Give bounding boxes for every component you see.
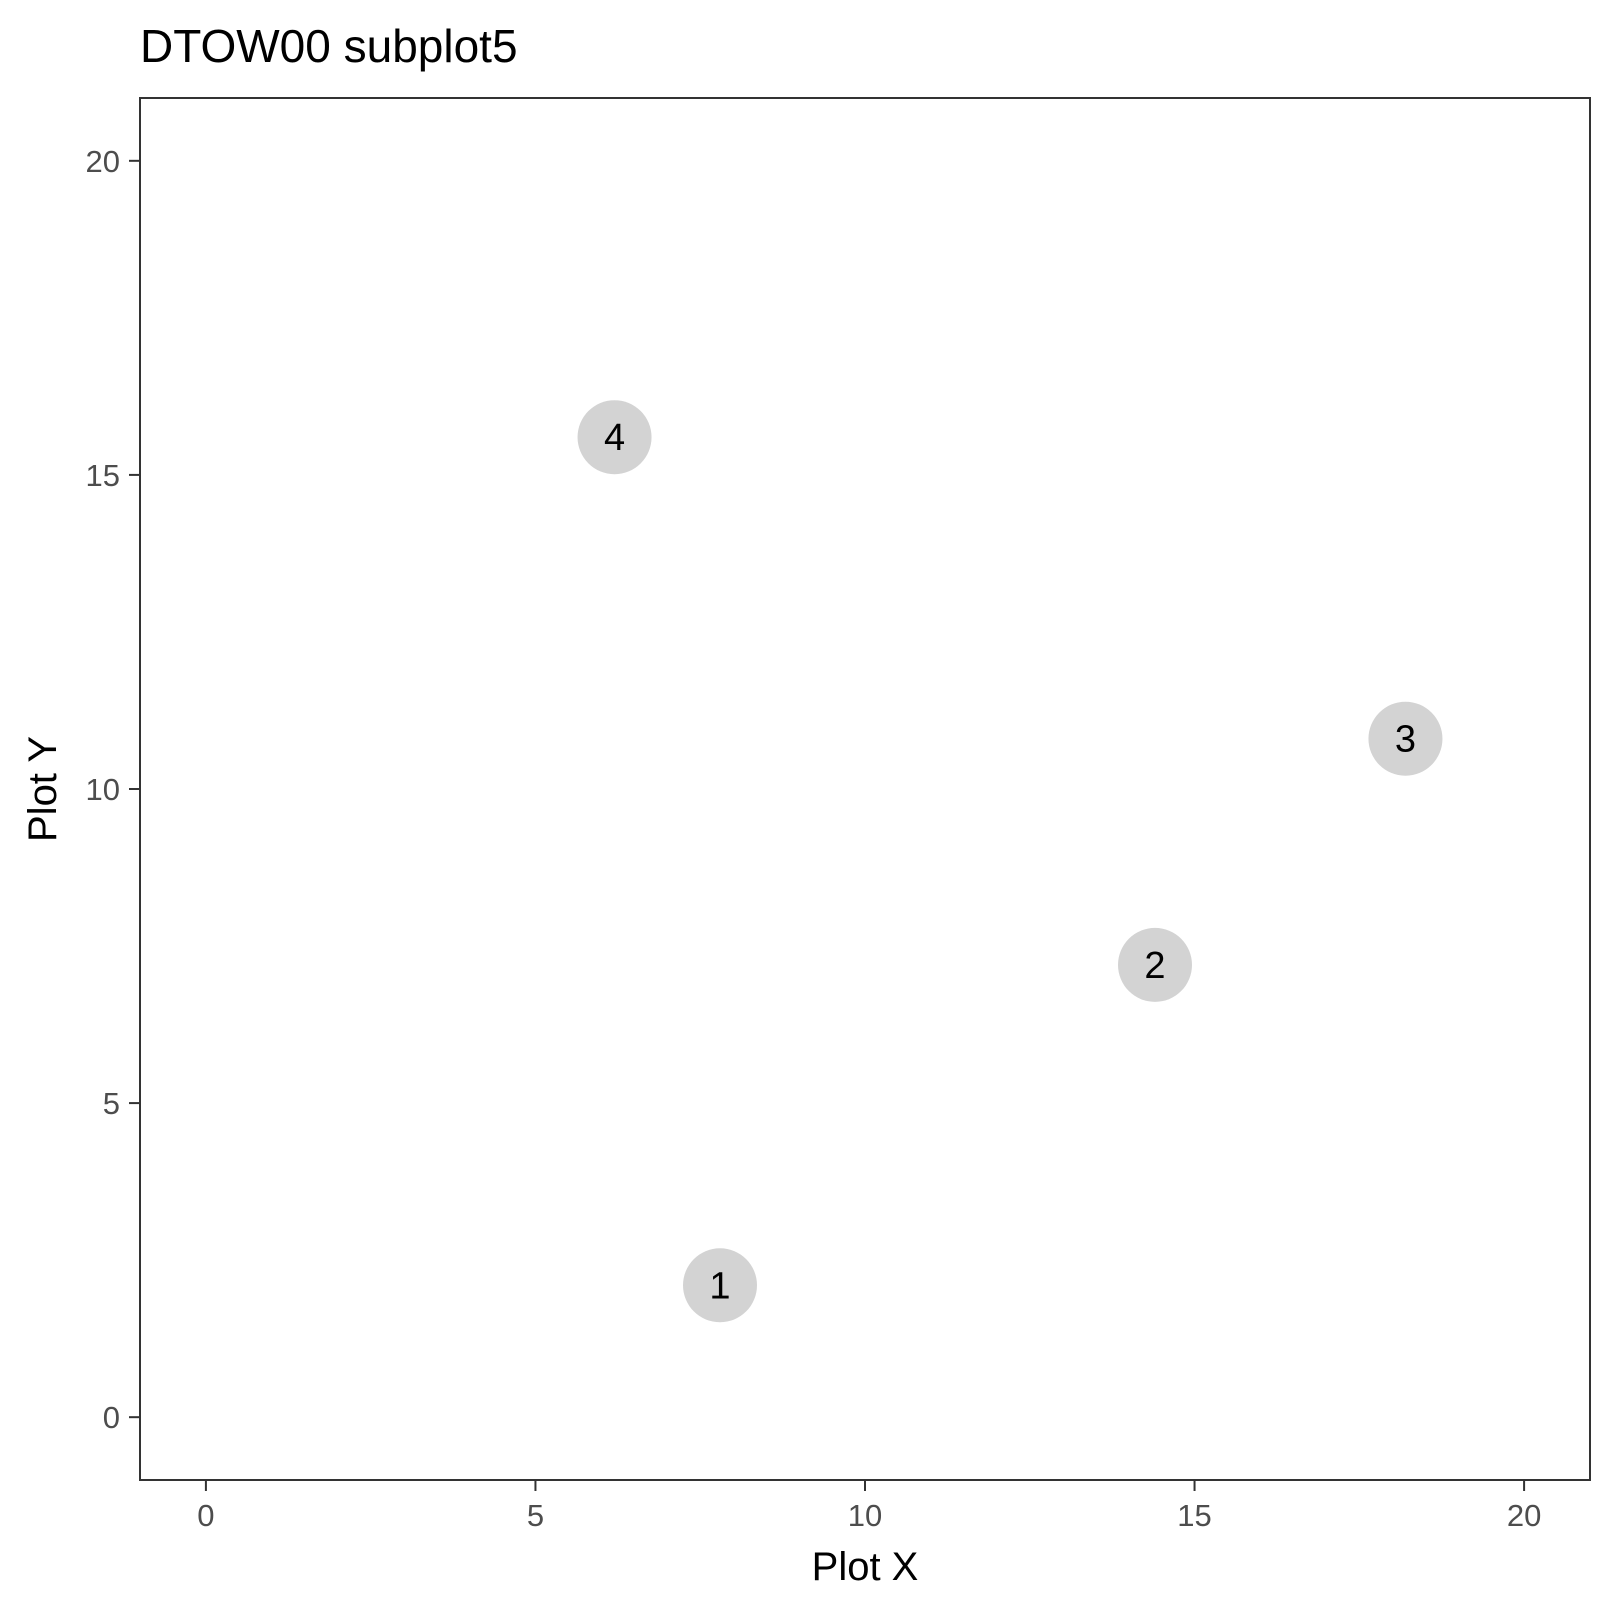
data-point-label: 1 [709, 1265, 730, 1307]
x-tick-label: 0 [197, 1498, 214, 1533]
y-tick-label: 10 [86, 772, 120, 807]
y-tick-label: 0 [103, 1400, 120, 1435]
data-point-label: 4 [604, 417, 625, 459]
x-axis: 0 5 10 15 20 [197, 1480, 1541, 1533]
data-point [1118, 927, 1192, 1002]
y-tick-label: 20 [86, 144, 120, 179]
data-point [683, 1248, 757, 1323]
y-tick-label: 15 [86, 458, 120, 493]
y-tick-label: 5 [103, 1086, 120, 1121]
chart-title: DTOW00 subplot5 [140, 20, 518, 72]
points-layer: 1 2 3 4 [577, 400, 1443, 1323]
data-point-label: 3 [1395, 719, 1416, 761]
data-point [1368, 701, 1443, 776]
data-point [577, 400, 652, 475]
x-axis-title: Plot X [812, 1545, 919, 1589]
data-point-label: 2 [1144, 945, 1165, 987]
plot-panel [139, 97, 1591, 1481]
x-tick-label: 5 [527, 1498, 544, 1533]
y-axis-title: Plot Y [21, 736, 65, 842]
y-axis: 0 5 10 15 20 [86, 144, 140, 1435]
x-tick-label: 10 [848, 1498, 882, 1533]
x-tick-label: 15 [1177, 1498, 1211, 1533]
x-tick-label: 20 [1507, 1498, 1541, 1533]
